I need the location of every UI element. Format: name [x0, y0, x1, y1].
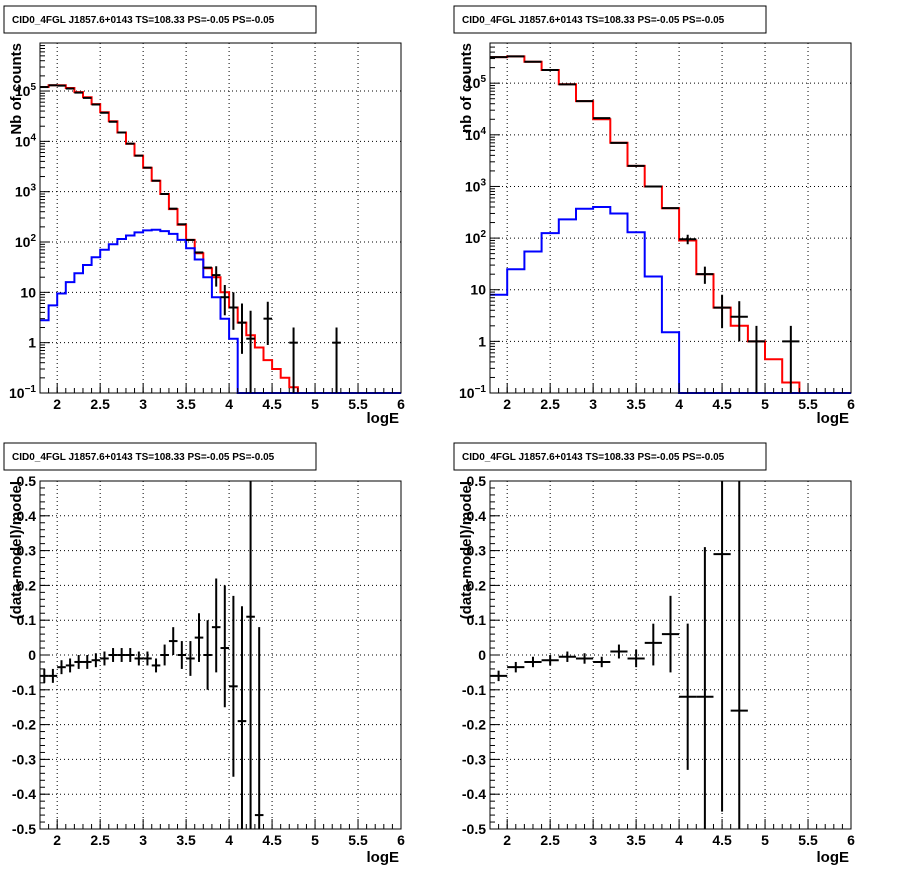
- panel-top-right: CID0_4FGL J1857.6+0143 TS=108.33 PS=-0.0…: [453, 5, 855, 427]
- x-tick-label: 3: [589, 396, 597, 412]
- y-tick-label: -0.3: [462, 751, 486, 767]
- x-axis-label: logE: [367, 410, 400, 427]
- title-box: [453, 442, 767, 471]
- x-tick-label: 5.5: [798, 832, 818, 848]
- x-tick-label: 4.5: [712, 396, 732, 412]
- x-tick-label: 6: [397, 832, 405, 848]
- y-tick-label: -0.1: [12, 682, 36, 698]
- y-tick-label: 102: [465, 229, 487, 246]
- x-tick-label: 5: [311, 396, 319, 412]
- x-axis-label: logE: [817, 410, 850, 427]
- y-tick-label: 10: [470, 282, 486, 298]
- y-tick-label: 102: [15, 233, 37, 250]
- x-tick-label: 2: [53, 832, 61, 848]
- y-tick-label: 0.5: [17, 473, 37, 489]
- x-tick-label: 4: [675, 832, 683, 848]
- y-tick-label: 0.1: [17, 612, 37, 628]
- x-tick-label: 2: [503, 832, 511, 848]
- x-tick-label: 5: [311, 832, 319, 848]
- panel-title: CID0_4FGL J1857.6+0143 TS=108.33 PS=-0.0…: [12, 452, 275, 463]
- x-tick-label: 2: [53, 396, 61, 412]
- x-tick-label: 5.5: [798, 396, 818, 412]
- y-tick-label: -0.5: [12, 821, 36, 837]
- x-tick-label: 2: [503, 396, 511, 412]
- x-tick-label: 5.5: [348, 396, 368, 412]
- grid: [40, 481, 401, 829]
- title-box: [453, 5, 767, 34]
- x-tick-label: 5: [761, 396, 769, 412]
- x-tick-label: 4: [675, 396, 683, 412]
- x-tick-label: 4: [225, 832, 233, 848]
- x-tick-label: 5: [761, 832, 769, 848]
- panel-bottom-right: CID0_4FGL J1857.6+0143 TS=108.33 PS=-0.0…: [453, 442, 855, 866]
- y-tick-label: 0: [478, 647, 486, 663]
- x-tick-label: 3.5: [176, 832, 196, 848]
- y-tick-label: 10−1: [459, 384, 486, 401]
- y-axis-label: (data-model)/model: [458, 481, 475, 619]
- panel-title: CID0_4FGL J1857.6+0143 TS=108.33 PS=-0.0…: [462, 15, 725, 26]
- x-tick-label: 3: [589, 832, 597, 848]
- plot-data: [40, 481, 264, 829]
- y-tick-label: 0.5: [467, 473, 487, 489]
- x-tick-label: 2.5: [540, 832, 560, 848]
- y-tick-label: -0.2: [12, 717, 36, 733]
- x-tick-label: 2.5: [90, 396, 110, 412]
- x-tick-label: 2.5: [90, 832, 110, 848]
- plot-area: [40, 43, 401, 393]
- x-tick-label: 5.5: [348, 832, 368, 848]
- x-tick-label: 3.5: [176, 396, 196, 412]
- y-tick-label: 0.2: [17, 577, 37, 593]
- y-tick-label: 10−1: [9, 384, 36, 401]
- y-tick-label: 0.4: [467, 508, 487, 524]
- plot-data: [490, 481, 748, 829]
- x-axis-ticks: 2 2.5 3 3.5 4 4.5 5 5.5 6: [39, 383, 405, 412]
- y-tick-label: 1: [478, 333, 486, 349]
- y-axis-label: Nb of counts: [8, 43, 25, 135]
- x-tick-label: 3: [139, 832, 147, 848]
- y-tick-label: -0.4: [462, 786, 486, 802]
- y-tick-label: 0: [28, 647, 36, 663]
- x-tick-label: 6: [397, 396, 405, 412]
- y-tick-label: 0.3: [467, 543, 487, 559]
- y-tick-label: 103: [465, 177, 487, 194]
- x-tick-label: 6: [847, 832, 855, 848]
- y-axis-label: (data-model)/model: [8, 481, 25, 619]
- panel-top-left: CID0_4FGL J1857.6+0143 TS=108.33 PS=-0.0…: [3, 5, 405, 427]
- x-axis-ticks: 2 2.5 3 3.5 4 4.5 5 5.5 6: [489, 819, 855, 848]
- x-axis-label: logE: [367, 849, 400, 866]
- x-axis-label: logE: [817, 849, 850, 866]
- y-tick-label: 0.1: [467, 612, 487, 628]
- y-tick-label: -0.2: [462, 717, 486, 733]
- y-tick-label: 0.2: [467, 577, 487, 593]
- y-tick-label: -0.1: [462, 682, 486, 698]
- x-axis-ticks: 2 2.5 3 3.5 4 4.5 5 5.5 6: [489, 383, 855, 412]
- x-tick-label: 4.5: [712, 832, 732, 848]
- y-axis-ticks: -0.5 -0.4 -0.3 -0.2 -0.1 0 0.1 0.2 0.3 0.4 0.5: [12, 473, 50, 837]
- y-axis-label: nb of counts: [458, 43, 475, 133]
- y-axis-ticks: -0.5 -0.4 -0.3 -0.2 -0.1 0 0.1 0.2 0.3 0.4 0.5: [462, 473, 500, 837]
- x-tick-label: 6: [847, 396, 855, 412]
- y-tick-label: 1: [28, 335, 36, 351]
- x-tick-label: 4.5: [262, 396, 282, 412]
- y-tick-label: -0.4: [12, 786, 36, 802]
- x-tick-label: 3.5: [626, 396, 646, 412]
- x-tick-label: 4: [225, 396, 233, 412]
- title-box: [3, 5, 317, 34]
- x-tick-label: 3: [139, 396, 147, 412]
- x-tick-label: 3.5: [626, 832, 646, 848]
- y-tick-label: 0.4: [17, 508, 37, 524]
- panel-title: CID0_4FGL J1857.6+0143 TS=108.33 PS=-0.0…: [12, 15, 275, 26]
- y-tick-label: -0.3: [12, 751, 36, 767]
- y-tick-label: 10: [20, 284, 36, 300]
- x-axis-ticks: 2 2.5 3 3.5 4 4.5 5 5.5 6: [39, 819, 405, 848]
- y-tick-label: -0.5: [462, 821, 486, 837]
- title-box: [3, 442, 317, 471]
- x-tick-label: 2.5: [540, 396, 560, 412]
- panel-title: CID0_4FGL J1857.6+0143 TS=108.33 PS=-0.0…: [462, 452, 725, 463]
- y-tick-label: 0.3: [17, 543, 37, 559]
- panel-bottom-left: CID0_4FGL J1857.6+0143 TS=108.33 PS=-0.0…: [3, 442, 405, 866]
- x-tick-label: 4.5: [262, 832, 282, 848]
- y-tick-label: 103: [15, 183, 37, 200]
